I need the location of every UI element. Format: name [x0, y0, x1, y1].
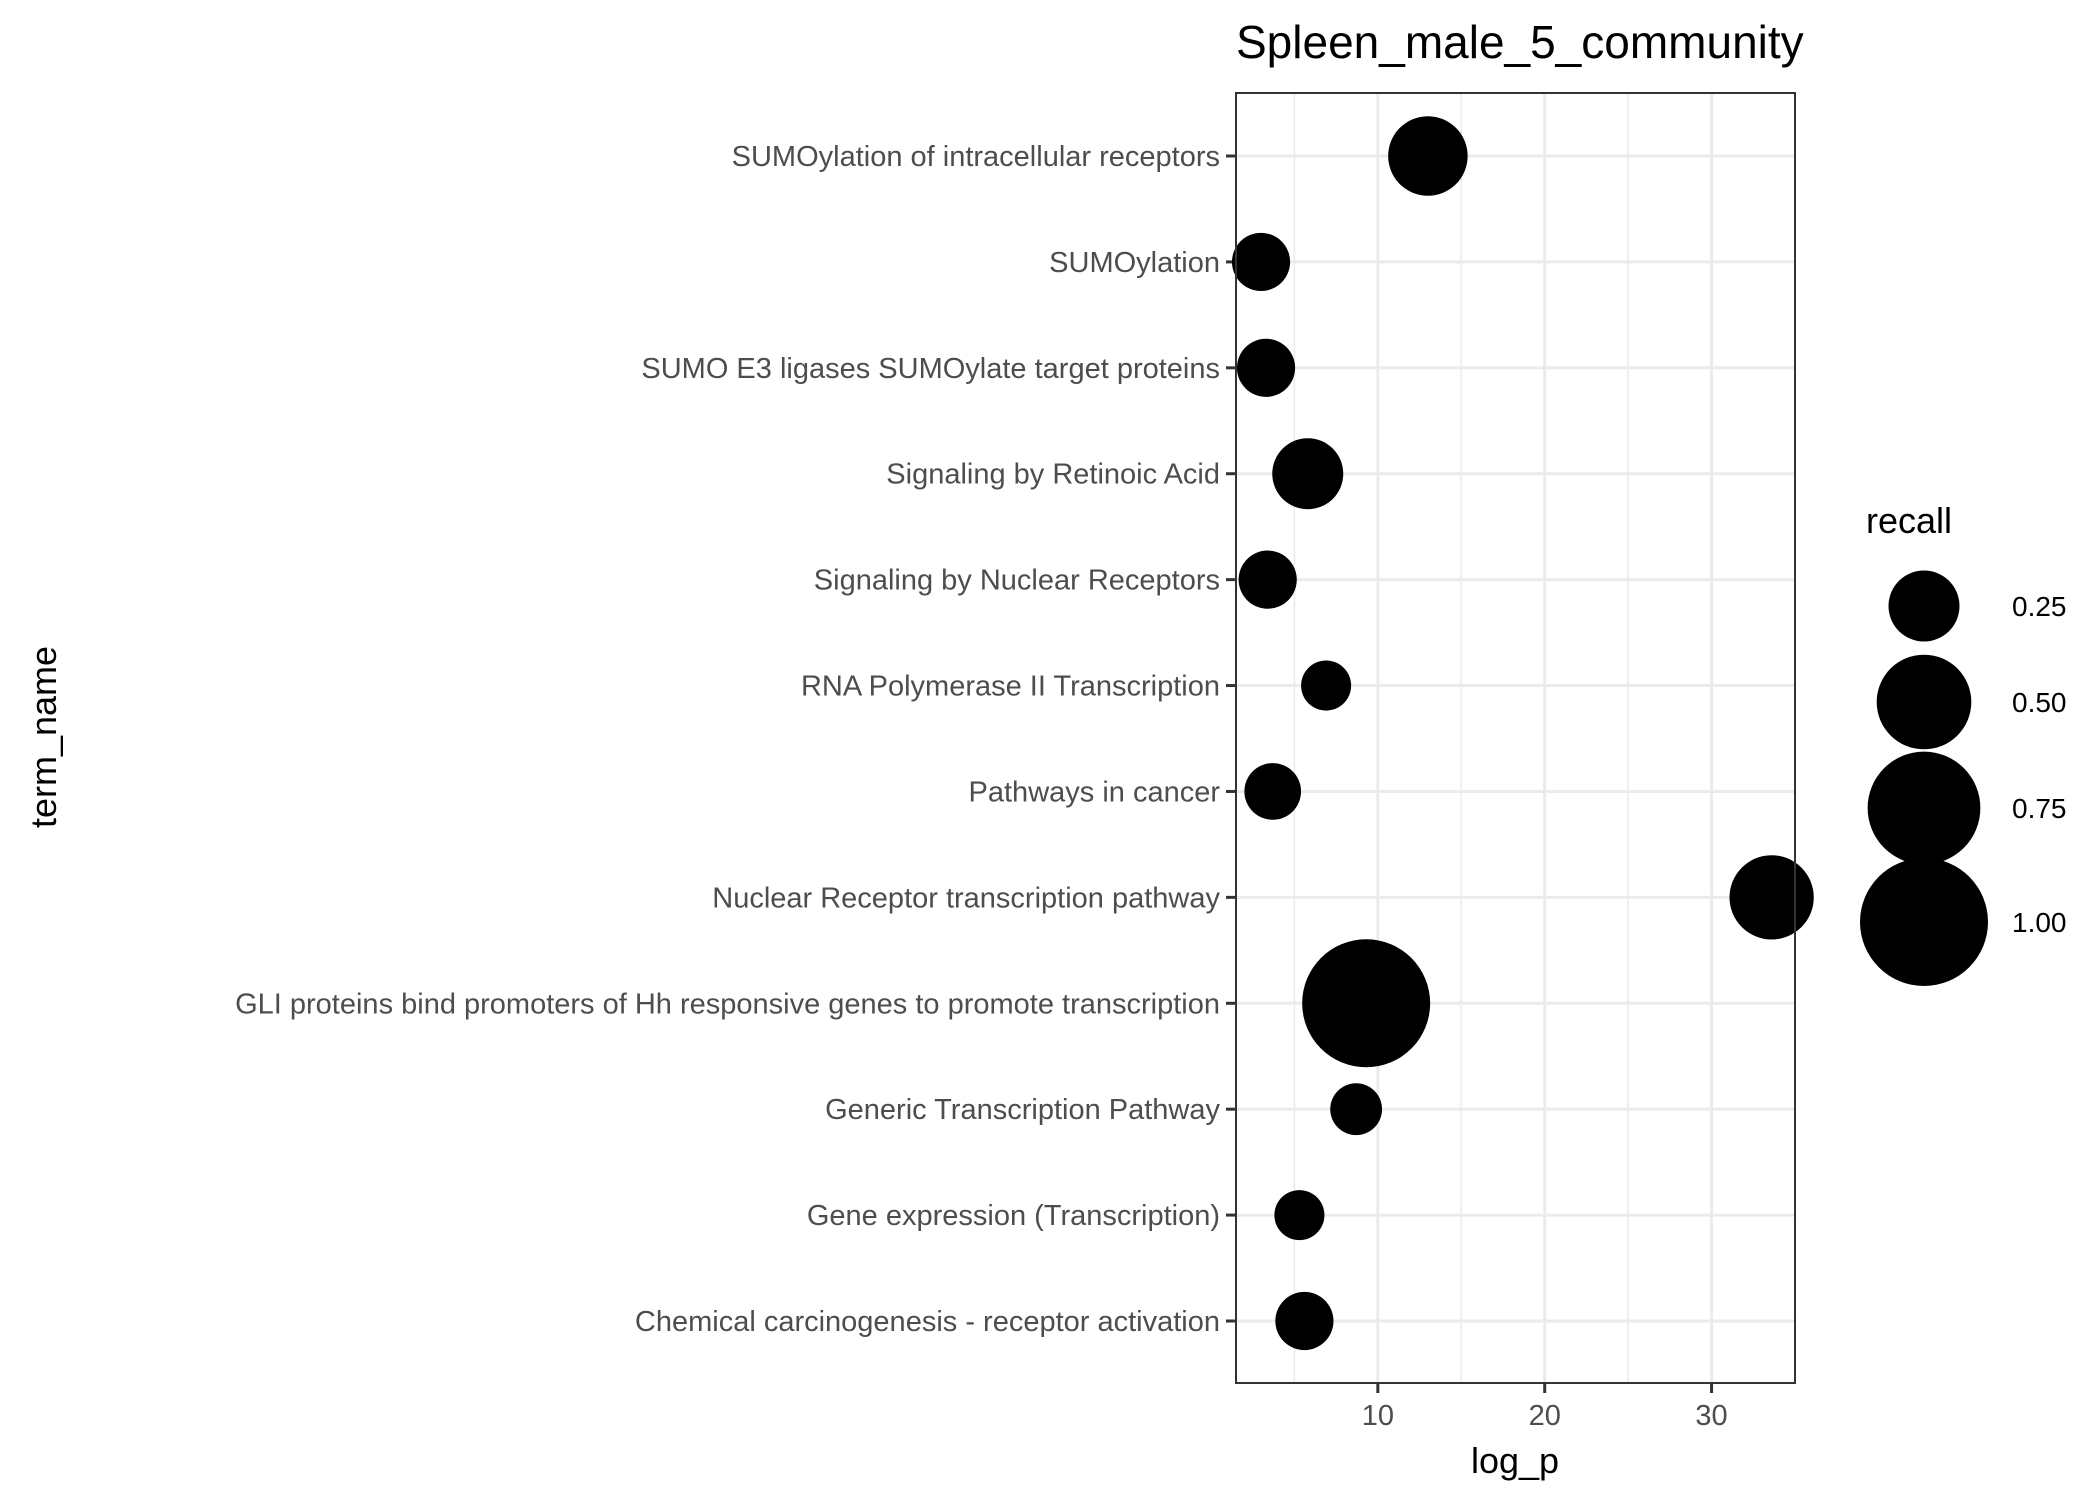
data-point: [1274, 1190, 1325, 1241]
legend-label: 0.75: [2012, 793, 2067, 824]
data-point: [1388, 116, 1468, 196]
y-tick-label: Nuclear Receptor transcription pathway: [712, 882, 1220, 914]
data-point: [1330, 1083, 1383, 1136]
legend-key-circle: [1888, 570, 1960, 642]
y-axis: SUMOylation of intracellular receptors SU…: [235, 141, 1236, 1338]
x-tick-label: 10: [1362, 1400, 1394, 1432]
y-axis-title: term_name: [23, 646, 64, 828]
data-point: [1301, 660, 1352, 711]
y-tick-label: Gene expression (Transcription): [807, 1200, 1220, 1232]
data-point: [1272, 438, 1344, 510]
legend-entries: 0.25 0.50 0.75 1.00: [1860, 570, 2067, 986]
data-point: [1231, 232, 1291, 291]
y-tick-label: Signaling by Retinoic Acid: [886, 459, 1220, 491]
data-point: [1236, 338, 1296, 397]
data-point: [1302, 939, 1431, 1068]
legend-title: recall: [1866, 500, 1952, 541]
x-tick-label: 30: [1695, 1400, 1727, 1432]
chart-title: Spleen_male_5_community: [1236, 16, 1804, 68]
x-axis-title: log_p: [1471, 1440, 1559, 1481]
legend-label: 1.00: [2012, 907, 2067, 938]
y-tick-label: RNA Polymerase II Transcription: [801, 671, 1220, 703]
y-tick-label: Pathways in cancer: [969, 776, 1221, 808]
data-point: [1238, 550, 1297, 609]
data-point: [1244, 763, 1302, 820]
data-points: [1231, 116, 1814, 1351]
y-tick-label: SUMO E3 ligases SUMOylate target protein…: [641, 353, 1220, 385]
size-legend: recall 0.25 0.50 0.75 1.00: [1860, 500, 2067, 986]
legend-key-circle: [1867, 751, 1981, 865]
y-tick-label: Chemical carcinogenesis - receptor activ…: [635, 1306, 1220, 1338]
panel-border: [1235, 92, 1796, 1384]
y-tick-label: GLI proteins bind promoters of Hh respon…: [235, 988, 1220, 1020]
y-tick-label: SUMOylation of intracellular receptors: [732, 141, 1220, 173]
legend-key-circle: [1876, 654, 1972, 750]
y-tick-label: Signaling by Nuclear Receptors: [814, 565, 1220, 597]
y-tick-label: SUMOylation: [1049, 247, 1220, 279]
legend-label: 0.50: [2012, 687, 2067, 718]
x-axis: 10 20 30: [1362, 1383, 1728, 1432]
x-tick-label: 20: [1529, 1400, 1561, 1432]
data-point: [1275, 1291, 1334, 1351]
legend-label: 0.25: [2012, 591, 2067, 622]
y-tick-label: Generic Transcription Pathway: [825, 1094, 1220, 1126]
data-point: [1729, 855, 1814, 940]
legend-key-circle: [1860, 858, 1988, 986]
